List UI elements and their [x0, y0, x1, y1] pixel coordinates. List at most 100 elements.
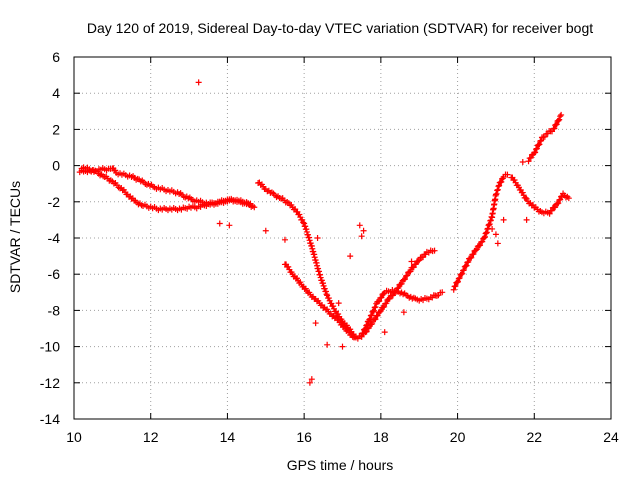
- data-point: [308, 376, 315, 383]
- y-tick-label: 6: [52, 49, 60, 65]
- data-point: [415, 258, 422, 265]
- x-tick-label: 22: [526, 429, 542, 445]
- y-axis-label: SDTVAR / TECUs: [7, 181, 23, 293]
- x-tick-label: 18: [373, 429, 389, 445]
- data-point: [300, 219, 307, 226]
- data-point: [351, 334, 358, 341]
- data-point: [398, 280, 405, 287]
- data-point: [439, 289, 446, 296]
- data-point: [494, 187, 501, 194]
- data-point: [555, 117, 562, 124]
- data-point: [511, 177, 518, 184]
- data-point: [489, 225, 496, 232]
- data-point: [374, 312, 381, 319]
- data-point: [360, 227, 367, 234]
- data-point: [372, 316, 379, 323]
- x-tick-label: 20: [450, 429, 466, 445]
- data-point: [541, 133, 548, 140]
- data-point: [519, 158, 526, 165]
- data-point: [378, 294, 385, 301]
- x-axis-label: GPS time / hours: [287, 457, 394, 473]
- data-point: [285, 263, 292, 270]
- data-point: [356, 222, 363, 229]
- data-point: [470, 251, 477, 258]
- data-point: [496, 182, 503, 189]
- x-tick-label: 24: [603, 429, 619, 445]
- data-point: [519, 189, 526, 196]
- data-point: [299, 216, 306, 223]
- x-tick-label: 10: [66, 429, 82, 445]
- data-point: [368, 312, 375, 319]
- data-point: [386, 295, 393, 302]
- data-point: [463, 262, 470, 269]
- data-point: [494, 186, 501, 193]
- data-point: [454, 278, 461, 285]
- data-point: [450, 286, 457, 293]
- data-point: [381, 303, 388, 310]
- data-point: [312, 320, 319, 327]
- data-point: [358, 233, 365, 240]
- data-point: [376, 298, 383, 305]
- y-tick-label: -14: [40, 411, 60, 427]
- data-point: [500, 216, 507, 223]
- data-point: [556, 116, 563, 123]
- data-point: [498, 178, 505, 185]
- data-point: [552, 204, 559, 211]
- data-point: [251, 204, 258, 211]
- data-point: [553, 121, 560, 128]
- data-point: [408, 258, 415, 265]
- data-point: [400, 309, 407, 316]
- data-point: [460, 266, 467, 273]
- data-point: [247, 200, 254, 207]
- data-point: [473, 246, 480, 253]
- data-point: [404, 272, 411, 279]
- data-point: [431, 247, 438, 254]
- data-point: [339, 343, 346, 350]
- data-point: [555, 200, 562, 207]
- data-point: [477, 242, 484, 249]
- data-point: [557, 196, 564, 203]
- x-tick-label: 14: [220, 429, 236, 445]
- data-point: [383, 300, 390, 307]
- data-point: [456, 274, 463, 281]
- data-point: [401, 276, 408, 283]
- grid: [74, 57, 611, 419]
- data-point: [358, 333, 365, 340]
- data-point: [495, 183, 502, 190]
- data-point: [347, 253, 354, 260]
- data-point: [548, 207, 555, 214]
- data-point: [551, 125, 558, 132]
- data-point: [532, 149, 539, 156]
- y-tick-label: 4: [52, 85, 60, 101]
- data-point: [262, 227, 269, 234]
- data-point: [335, 310, 342, 317]
- data-point: [330, 303, 337, 310]
- y-tick-label: -4: [48, 230, 61, 246]
- data-point: [557, 113, 564, 120]
- data-point: [538, 137, 545, 144]
- data-point: [370, 307, 377, 314]
- data-point: [377, 307, 384, 314]
- data-point: [412, 261, 419, 268]
- y-tick-label: -12: [40, 375, 60, 391]
- data-point: [472, 247, 479, 254]
- data-point: [522, 194, 529, 201]
- data-point: [525, 158, 532, 165]
- data-point: [226, 222, 233, 229]
- data-point: [546, 210, 553, 217]
- data-point: [216, 220, 223, 227]
- data-point: [523, 216, 530, 223]
- data-point: [325, 295, 332, 302]
- data-point: [367, 315, 374, 322]
- data-point: [296, 211, 303, 218]
- x-tick-label: 12: [143, 429, 159, 445]
- y-tick-label: 0: [52, 158, 60, 174]
- x-tick-label: 16: [296, 429, 312, 445]
- data-point: [281, 236, 288, 243]
- data-point: [306, 379, 313, 386]
- data-point: [372, 303, 379, 310]
- data-point: [407, 268, 414, 275]
- data-point: [459, 270, 466, 277]
- data-point: [364, 321, 371, 328]
- data-point: [195, 79, 202, 86]
